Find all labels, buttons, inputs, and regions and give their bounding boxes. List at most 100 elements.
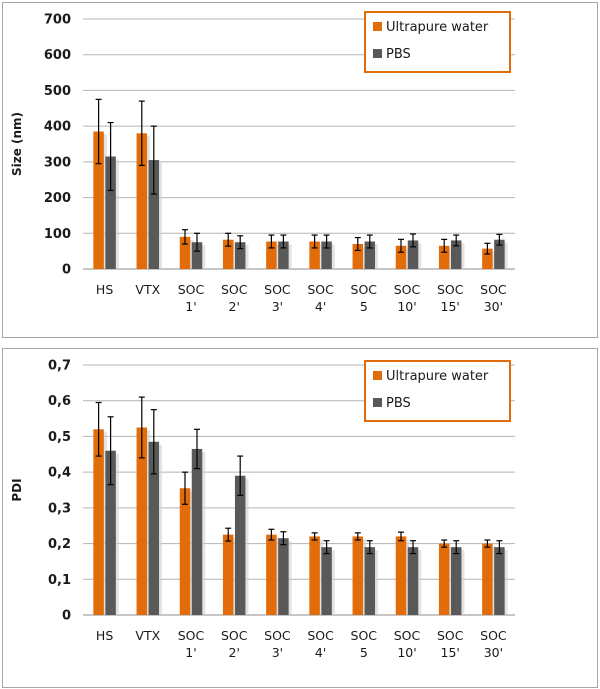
bar-water [179,488,191,615]
bar-pbs [494,239,505,269]
x-tick-label: SOC [178,282,205,297]
y-tick-label: 400 [44,120,71,135]
bar-water [93,131,104,269]
y-tick-label: 500 [44,84,71,99]
bar-pbs [105,450,116,615]
y-tick-label: 200 [44,191,71,206]
x-tick-label: SOC [221,628,248,643]
bar-pbs [407,240,419,269]
bar-water [222,534,234,615]
x-tick-label: 1' [185,645,196,660]
legend-swatch-pbs [373,398,382,407]
x-tick-label: SOC [437,282,464,297]
bar-pbs [450,547,462,615]
legend: Ultrapure water PBS [364,11,511,73]
bar-pbs [278,241,289,269]
y-tick-label: 0,6 [48,394,71,409]
x-tick-label: HS [96,628,113,643]
x-tick-label: SOC [221,282,248,297]
y-tick-label: 0,7 [48,359,71,374]
x-tick-label: 3' [272,299,283,314]
x-tick-label: 3' [272,645,283,660]
bar-pbs [321,547,332,615]
bar-water [482,543,493,615]
x-tick-label: SOC [178,628,205,643]
legend-label-water: Ultrapure water [386,20,489,35]
y-tick-label: 700 [44,13,71,28]
x-tick-label: SOC [394,282,421,297]
bar-pbs [364,241,376,269]
x-tick-label: 4' [315,645,326,660]
legend: Ultrapure water PBS [364,360,511,422]
y-tick-label: 0,1 [48,573,71,588]
bar-water [309,536,320,615]
bar-water [309,241,320,269]
bar-water [352,244,364,269]
x-tick-label: 10' [397,645,416,660]
y-tick-label: 0,3 [48,501,71,516]
bar-pbs [450,240,462,269]
x-tick-label: 30' [484,299,503,314]
x-tick-label: SOC [480,282,507,297]
bar-pbs [494,547,505,615]
size-chart: 0 100 200 300 400 500 600 700 Size (nm) HS VTX SOC 1… [10,11,515,314]
bar-water [352,536,364,615]
legend-label-pbs: PBS [386,396,411,411]
legend-box [364,360,511,422]
bar-pbs [191,448,203,615]
x-tick-label: VTX [135,282,160,297]
y-tick-label: 600 [44,48,71,63]
legend-swatch-water [373,22,382,31]
bar-pbs [234,242,246,269]
bar-water [482,248,493,269]
bar-water [438,543,450,615]
bar-pbs [191,242,203,269]
x-tick-label: VTX [135,628,160,643]
x-tick-label: 1' [185,299,196,314]
x-tick-label: SOC [437,628,464,643]
bar-water [222,239,234,269]
y-tick-label: 0,4 [48,466,71,481]
legend-swatch-water [373,371,382,380]
x-tick-label: 2' [229,299,240,314]
x-tick-label: SOC [351,628,378,643]
x-tick-label: 15' [441,299,460,314]
bar-water [395,245,407,269]
legend-label-water: Ultrapure water [386,369,489,384]
bar-pbs [105,156,116,269]
bar-pbs [234,475,246,615]
bar-pbs [364,547,376,615]
size-chart-panel: 0 100 200 300 400 500 600 700 Size (nm) HS VTX SOC 1… [2,2,598,338]
legend-box [364,11,511,73]
x-tick-label: 4' [315,299,326,314]
bar-water [395,536,407,615]
pdi-chart: 0 0,1 0,2 0,3 0,4 0,5 0,6 0,7 PDI HS VTX SOC 1' SOC 2'… [10,359,515,660]
bar-water [266,534,277,615]
x-tick-label: 5 [360,299,368,314]
x-tick-label: HS [96,282,113,297]
bar-pbs [148,160,160,269]
bar-water [136,427,148,615]
x-tick-label: SOC [307,628,334,643]
bar-water [136,133,148,269]
legend-swatch-pbs [373,49,382,58]
bar-water [179,236,191,269]
x-tick-label: 30' [484,645,503,660]
x-tick-label: SOC [264,628,291,643]
y-axis-label: Size (nm) [10,112,24,176]
x-tick-label: 2' [229,645,240,660]
bar-water [438,245,450,269]
bar-water [266,241,277,269]
x-tick-label: SOC [480,628,507,643]
x-tick-label: 10' [397,299,416,314]
bar-pbs [148,441,160,615]
bar-water [93,429,104,615]
bar-pbs [321,241,332,269]
y-tick-label: 300 [44,155,71,170]
y-tick-label: 0 [62,263,71,278]
y-axis-label: PDI [10,478,24,501]
y-tick-label: 0 [62,609,71,624]
legend-label-pbs: PBS [386,47,411,62]
x-tick-label: SOC [394,628,421,643]
x-tick-label: SOC [264,282,291,297]
